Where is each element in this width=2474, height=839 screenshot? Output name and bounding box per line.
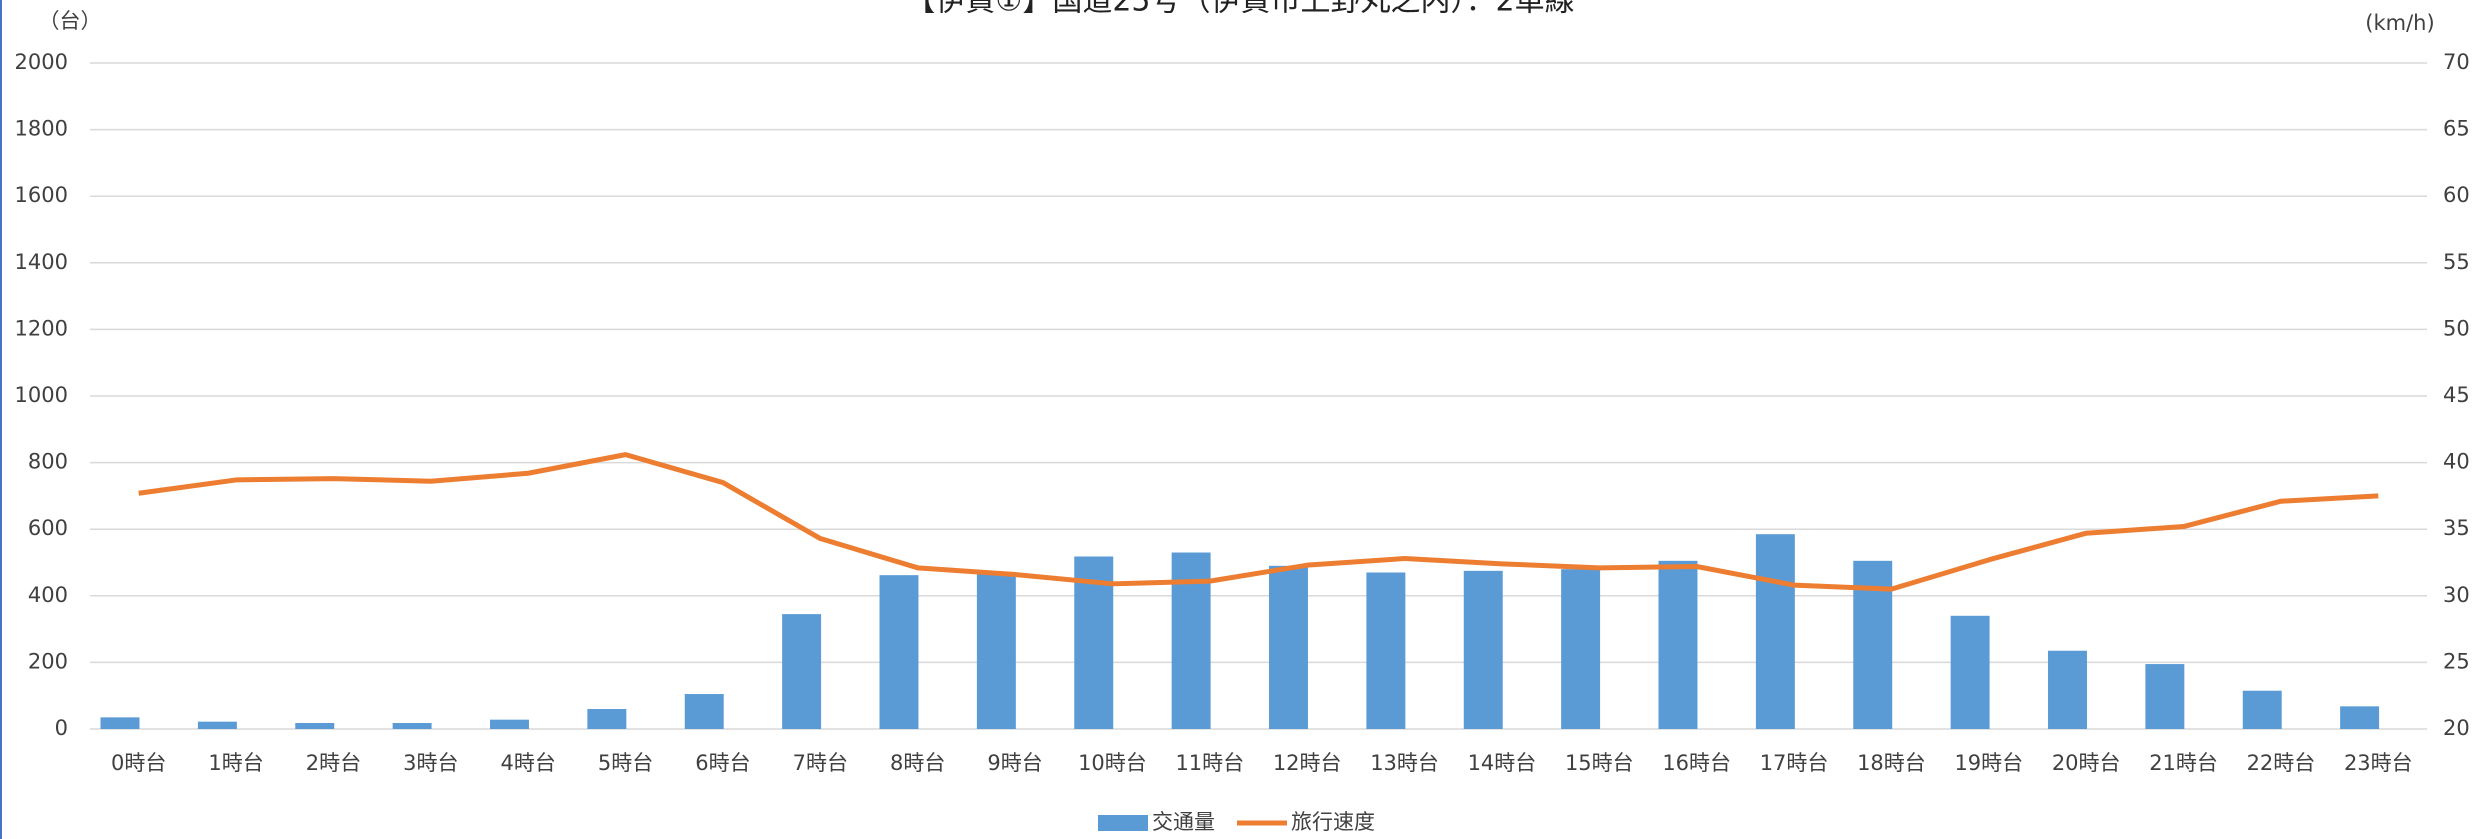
x-tick-label: 13時台 bbox=[1370, 751, 1439, 775]
y-tick-label: 800 bbox=[28, 450, 68, 474]
y-tick-label: 0 bbox=[55, 716, 68, 740]
bar bbox=[2048, 650, 2087, 729]
x-tick-label: 6時台 bbox=[695, 751, 750, 775]
x-tick-label: 5時台 bbox=[598, 751, 653, 775]
y2-tick-label: 35 bbox=[2443, 516, 2470, 540]
bar bbox=[976, 574, 1016, 729]
y-tick-label: 600 bbox=[28, 516, 68, 540]
line bbox=[138, 452, 2379, 592]
bar bbox=[295, 723, 335, 729]
x-tick-label: 10時台 bbox=[1078, 751, 1147, 775]
bar bbox=[2145, 664, 2185, 729]
y-tick-label: 400 bbox=[28, 583, 68, 607]
x-tick-label: 15時台 bbox=[1565, 751, 1634, 775]
y2-tick-label: 40 bbox=[2443, 450, 2470, 474]
y2-tick-label: 60 bbox=[2443, 183, 2470, 207]
bar bbox=[1658, 560, 1698, 729]
bar bbox=[1755, 534, 1795, 729]
bar bbox=[879, 575, 919, 729]
bar bbox=[1463, 570, 1503, 729]
y-tick-label: 1400 bbox=[15, 250, 68, 274]
y-tick-label: 200 bbox=[28, 649, 68, 673]
x-tick-label: 12時台 bbox=[1273, 751, 1342, 775]
bar bbox=[1366, 572, 1406, 729]
y2-tick-label: 45 bbox=[2443, 383, 2470, 407]
x-tick-label: 18時台 bbox=[1857, 751, 1926, 775]
y2-tick-label: 25 bbox=[2443, 649, 2470, 673]
x-tick-label: 11時台 bbox=[1175, 751, 1244, 775]
legend-label: 旅行速度 bbox=[1291, 810, 1375, 834]
x-tick-label: 8時台 bbox=[890, 751, 945, 775]
x-tick-label: 2時台 bbox=[306, 751, 361, 775]
bar bbox=[490, 719, 529, 729]
x-tick-label: 17時台 bbox=[1760, 751, 1829, 775]
y-axis-label: （台） bbox=[39, 9, 102, 33]
x-tick-label: 0時台 bbox=[111, 751, 166, 775]
bar bbox=[2242, 690, 2282, 729]
y-tick-label: 2000 bbox=[15, 50, 68, 74]
bar bbox=[197, 721, 237, 729]
x-tick-label: 16時台 bbox=[1662, 751, 1731, 775]
bar bbox=[100, 717, 140, 729]
x-tick-label: 23時台 bbox=[2344, 751, 2413, 775]
y2-tick-label: 65 bbox=[2443, 117, 2470, 141]
bar bbox=[1561, 569, 1601, 729]
y2-tick-label: 20 bbox=[2443, 716, 2470, 740]
x-tick-label: 22時台 bbox=[2247, 751, 2316, 775]
legend-label: 交通量 bbox=[1152, 810, 1215, 834]
x-tick-label: 20時台 bbox=[2052, 751, 2121, 775]
bar bbox=[392, 723, 432, 729]
y-tick-label: 1200 bbox=[15, 316, 68, 340]
y2-tick-label: 30 bbox=[2443, 583, 2470, 607]
x-tick-label: 21時台 bbox=[2149, 751, 2218, 775]
bar bbox=[782, 614, 822, 729]
legend-swatch bbox=[1098, 815, 1148, 831]
y2-tick-label: 50 bbox=[2443, 316, 2470, 340]
x-tick-label: 19時台 bbox=[1954, 751, 2023, 775]
x-tick-label: 4時台 bbox=[501, 751, 556, 775]
y2-tick-label: 70 bbox=[2443, 50, 2470, 74]
x-tick-label: 9時台 bbox=[987, 751, 1042, 775]
y-tick-label: 1000 bbox=[15, 383, 68, 407]
chart-title: 【伊賀①】国道25号（伊賀市上野丸之内）：2車線 bbox=[905, 0, 1574, 19]
y-tick-label: 1600 bbox=[15, 183, 68, 207]
bar bbox=[587, 709, 627, 729]
bar bbox=[1269, 565, 1308, 729]
bar bbox=[1950, 615, 1990, 729]
bar bbox=[2340, 706, 2380, 729]
x-tick-label: 7時台 bbox=[793, 751, 848, 775]
y-tick-label: 1800 bbox=[15, 117, 68, 141]
x-tick-label: 3時台 bbox=[403, 751, 458, 775]
x-tick-label: 14時台 bbox=[1468, 751, 1537, 775]
y2-axis-label: (km/h) bbox=[2365, 11, 2434, 35]
y2-tick-label: 55 bbox=[2443, 250, 2470, 274]
x-tick-label: 1時台 bbox=[208, 751, 263, 775]
bar bbox=[684, 694, 724, 729]
